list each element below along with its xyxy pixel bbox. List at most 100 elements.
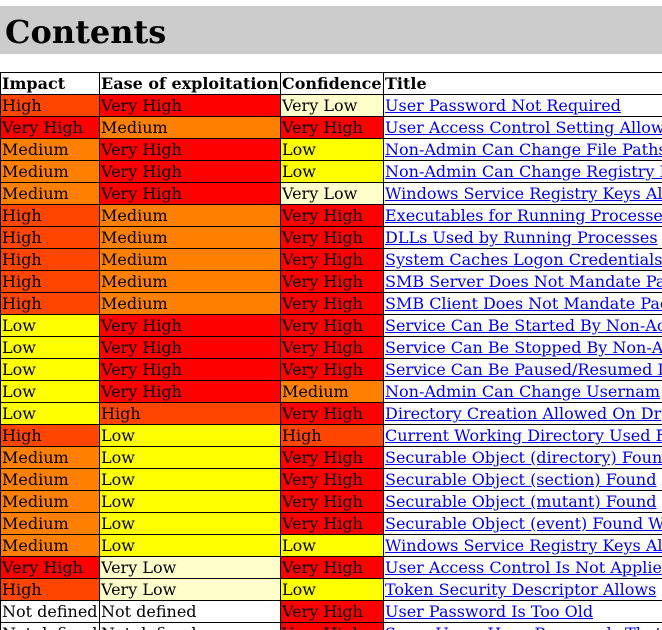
- table-row: High Very Low Low Token Security Descriptor…: [0, 578, 662, 601]
- finding-link[interactable]: Executables for Running Processe: [385, 206, 662, 225]
- confidence-cell: Very High: [280, 600, 384, 623]
- ease-cell: Very Low: [99, 556, 281, 579]
- ease-cell: Very High: [99, 336, 281, 359]
- ease-cell: Medium: [99, 116, 281, 139]
- impact-cell: Not defined: [0, 622, 100, 630]
- finding-link[interactable]: User Password Is Too Old: [385, 602, 594, 621]
- confidence-cell: Very High: [280, 490, 384, 513]
- column-header-impact: Impact: [0, 72, 100, 95]
- table-row: Low Very High Very High Service Can Be Paus…: [0, 358, 662, 381]
- finding-link[interactable]: Non-Admin Can Change Usernam: [385, 382, 661, 401]
- finding-link[interactable]: User Password Not Required: [385, 96, 621, 115]
- finding-link[interactable]: Service Can Be Paused/Resumed I: [385, 360, 662, 379]
- table-row: Medium Very High Low Non-Admin Can Change R…: [0, 160, 662, 183]
- finding-link[interactable]: User Access Control Is Not Applie: [385, 558, 662, 577]
- table-header-row: Impact Ease of exploitation Confidence T…: [0, 72, 662, 95]
- impact-cell: High: [0, 204, 100, 227]
- finding-link[interactable]: Securable Object (section) Found: [385, 470, 657, 489]
- table-row: High Medium Very High SMB Client Does Not M…: [0, 292, 662, 315]
- title-cell: Non-Admin Can Change File Paths: [383, 138, 662, 161]
- impact-cell: Medium: [0, 468, 100, 491]
- finding-link[interactable]: User Access Control Setting Allow: [385, 118, 662, 137]
- title-cell: Securable Object (directory) Foun: [383, 446, 662, 469]
- ease-cell: Medium: [99, 292, 281, 315]
- impact-cell: Low: [0, 402, 100, 425]
- ease-cell: Very High: [99, 138, 281, 161]
- ease-cell: Low: [99, 424, 281, 447]
- finding-link[interactable]: Current Working Directory Used F: [385, 426, 662, 445]
- finding-link[interactable]: Windows Service Registry Keys Al: [385, 184, 662, 203]
- title-cell: Securable Object (mutant) Found: [383, 490, 662, 513]
- title-cell: Service Can Be Started By Non-Ac: [383, 314, 662, 337]
- title-cell: Non-Admin Can Change Usernam: [383, 380, 662, 403]
- ease-cell: Not defined: [99, 622, 281, 630]
- finding-link[interactable]: Directory Creation Allowed On Dr: [385, 404, 662, 423]
- impact-cell: High: [0, 226, 100, 249]
- ease-cell: Very High: [99, 94, 281, 117]
- title-cell: Executables for Running Processe: [383, 204, 662, 227]
- finding-link[interactable]: Some Users Have Passwords That: [385, 624, 662, 630]
- finding-link[interactable]: Securable Object (event) Found W: [385, 514, 662, 533]
- impact-cell: Low: [0, 336, 100, 359]
- confidence-cell: Very High: [280, 468, 384, 491]
- column-header-confidence: Confidence: [280, 72, 384, 95]
- ease-cell: Medium: [99, 270, 281, 293]
- impact-cell: Medium: [0, 490, 100, 513]
- impact-cell: Medium: [0, 446, 100, 469]
- column-header-title: Title: [383, 72, 662, 95]
- table-row: Medium Low Very High Securable Object (even…: [0, 512, 662, 535]
- finding-link[interactable]: Windows Service Registry Keys Al: [385, 536, 662, 555]
- table-row: High Low High Current Working Directory Use…: [0, 424, 662, 447]
- finding-link[interactable]: Securable Object (mutant) Found: [385, 492, 657, 511]
- title-cell: User Access Control Is Not Applie: [383, 556, 662, 579]
- impact-cell: Medium: [0, 182, 100, 205]
- confidence-cell: Low: [280, 578, 384, 601]
- ease-cell: Very High: [99, 358, 281, 381]
- finding-link[interactable]: Service Can Be Started By Non-Ac: [385, 316, 662, 335]
- confidence-cell: Very Low: [280, 94, 384, 117]
- title-cell: DLLs Used by Running Processes: [383, 226, 662, 249]
- impact-cell: High: [0, 424, 100, 447]
- title-cell: Service Can Be Paused/Resumed I: [383, 358, 662, 381]
- impact-cell: High: [0, 94, 100, 117]
- confidence-cell: Very High: [280, 622, 384, 630]
- confidence-cell: Very High: [280, 270, 384, 293]
- impact-cell: High: [0, 578, 100, 601]
- table-row: Low High Very High Directory Creation Allow…: [0, 402, 662, 425]
- title-cell: System Caches Logon Credentials: [383, 248, 662, 271]
- finding-link[interactable]: Service Can Be Stopped By Non-A: [385, 338, 662, 357]
- ease-cell: Low: [99, 446, 281, 469]
- table-row: High Medium Very High System Caches Logon C…: [0, 248, 662, 271]
- title-cell: Directory Creation Allowed On Dr: [383, 402, 662, 425]
- finding-link[interactable]: DLLs Used by Running Processes: [385, 228, 658, 247]
- confidence-cell: Very High: [280, 292, 384, 315]
- ease-cell: Low: [99, 512, 281, 535]
- title-cell: Some Users Have Passwords That: [383, 622, 662, 630]
- finding-link[interactable]: SMB Server Does Not Mandate Pa: [385, 272, 662, 291]
- ease-cell: Very High: [99, 182, 281, 205]
- finding-link[interactable]: System Caches Logon Credentials: [385, 250, 662, 269]
- confidence-cell: Very Low: [280, 182, 384, 205]
- table-row: High Medium Very High DLLs Used by Running …: [0, 226, 662, 249]
- finding-link[interactable]: Non-Admin Can Change File Paths: [385, 140, 662, 159]
- confidence-cell: Very High: [280, 446, 384, 469]
- ease-cell: Very High: [99, 160, 281, 183]
- table-row: Low Very High Medium Non-Admin Can Change U…: [0, 380, 662, 403]
- finding-link[interactable]: Token Security Descriptor Allows: [385, 580, 657, 599]
- title-cell: Service Can Be Stopped By Non-A: [383, 336, 662, 359]
- table-row: Low Very High Very High Service Can Be Stop…: [0, 336, 662, 359]
- ease-cell: Low: [99, 490, 281, 513]
- finding-link[interactable]: SMB Client Does Not Mandate Pac: [385, 294, 662, 313]
- finding-link[interactable]: Non-Admin Can Change Registry I: [385, 162, 662, 181]
- impact-cell: Not defined: [0, 600, 100, 623]
- table-body: High Very High Very Low User Password Not R…: [0, 94, 662, 630]
- table-row: Medium Low Very High Securable Object (muta…: [0, 490, 662, 513]
- column-header-ease-of-exploitation: Ease of exploitation: [99, 72, 281, 95]
- title-cell: Securable Object (event) Found W: [383, 512, 662, 535]
- title-cell: SMB Server Does Not Mandate Pa: [383, 270, 662, 293]
- table-row: Low Very High Very High Service Can Be Star…: [0, 314, 662, 337]
- table-row: Very High Medium Very High User Access Cont…: [0, 116, 662, 139]
- impact-cell: Low: [0, 314, 100, 337]
- table-row: Medium Very High Low Non-Admin Can Change F…: [0, 138, 662, 161]
- finding-link[interactable]: Securable Object (directory) Foun: [385, 448, 662, 467]
